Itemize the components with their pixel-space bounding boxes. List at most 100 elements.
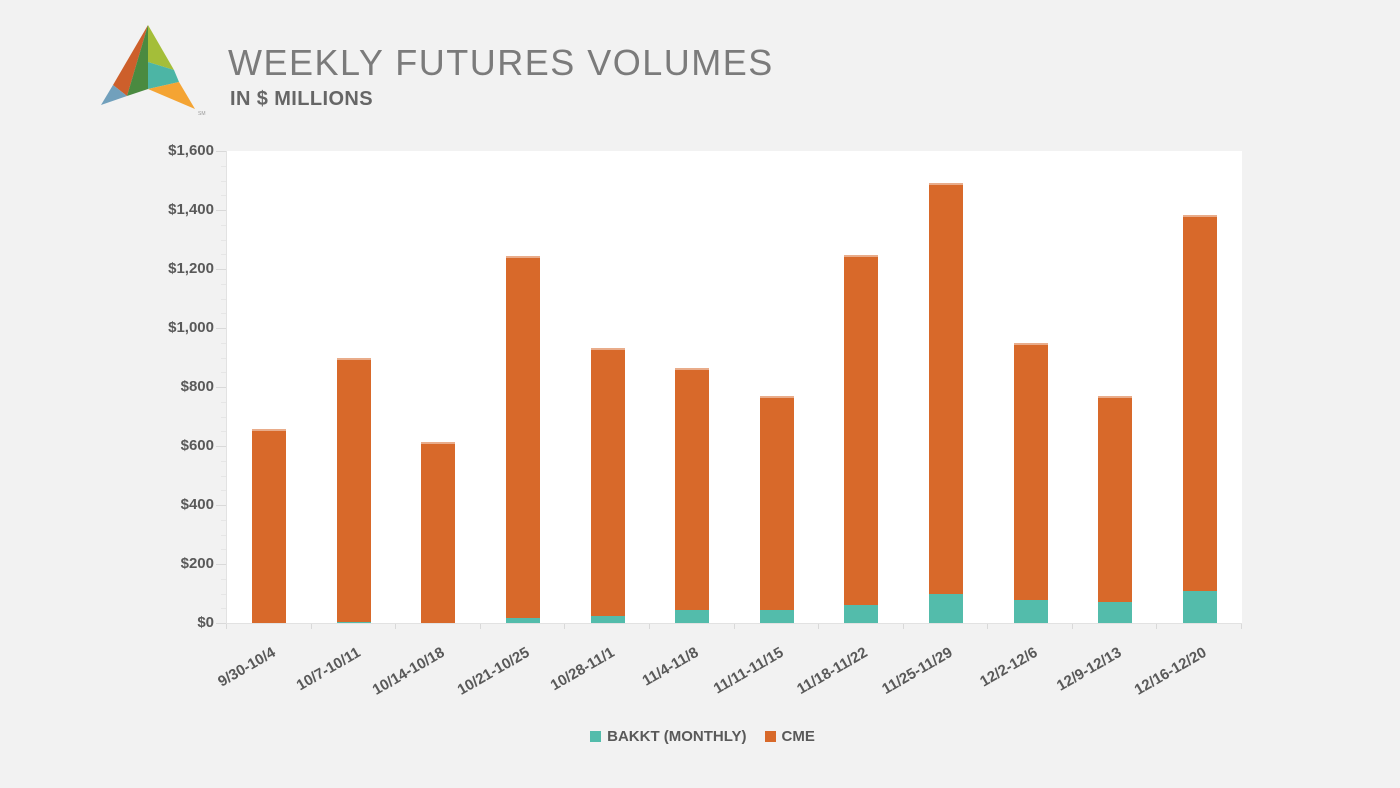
y-axis-minor-tick (221, 372, 226, 374)
x-axis-tick (310, 624, 312, 629)
legend-item: BAKKT (MONTHLY) (590, 728, 747, 745)
legend-item: CME (764, 728, 815, 745)
y-axis-minor-tick (221, 165, 226, 167)
bar-segment-cme (506, 256, 541, 618)
logo-red-facet (113, 25, 148, 96)
y-axis-minor-tick (221, 608, 226, 610)
bakkt-logo: SM (101, 25, 206, 117)
y-axis-label: $1,600 (168, 142, 214, 159)
logo-lime-facet (148, 25, 174, 70)
bar-segment-cme (1013, 343, 1048, 600)
y-axis-minor-tick (221, 224, 226, 226)
bar-segment-cme (928, 183, 963, 595)
y-axis-minor-tick (221, 519, 226, 521)
x-axis-tick (226, 624, 227, 629)
bar-stack (759, 395, 794, 623)
bar-stack (1013, 343, 1048, 623)
bar-segment-cme (1182, 215, 1217, 591)
x-axis-tick (395, 624, 397, 629)
x-axis-label: 10/28-11/1 (547, 644, 618, 695)
bar-stack (421, 441, 456, 623)
bar-segment-bakkt (1182, 590, 1217, 623)
logo-green-facet (127, 25, 148, 96)
bar-stack (675, 367, 710, 623)
bar-segment-bakkt (844, 604, 879, 623)
bar-segment-cme (421, 441, 456, 623)
x-axis-label: 11/11-11/15 (710, 644, 787, 698)
y-axis-minor-tick (221, 534, 226, 536)
legend-swatch-icon (590, 731, 602, 742)
x-axis-tick (1156, 624, 1158, 629)
bar-segment-cme (252, 428, 287, 623)
y-axis-minor-tick (221, 195, 226, 197)
bar-segment-bakkt (590, 615, 625, 623)
bar-stack (336, 358, 371, 623)
legend-item-label: CME (781, 728, 815, 745)
bar-stack (590, 348, 625, 623)
logo-orange-facet (148, 82, 195, 109)
y-axis-label: $1,400 (168, 201, 214, 218)
y-axis-minor-tick (221, 342, 226, 344)
y-axis-tick (216, 446, 226, 447)
bar-stack (1098, 396, 1133, 623)
x-axis-label: 10/21-10/25 (454, 644, 533, 699)
bar-segment-bakkt (1098, 602, 1133, 623)
bar-segment-cme (336, 358, 371, 623)
bar-segment-bakkt (759, 610, 794, 623)
x-axis-tick (479, 624, 481, 629)
x-axis-label: 12/16-12/20 (1131, 644, 1210, 699)
x-axis-label: 11/25-11/29 (879, 644, 956, 698)
logo-blue-facet (101, 85, 127, 105)
x-axis-tick (733, 624, 735, 629)
bar-segment-cme (1098, 396, 1133, 603)
bar-stack (928, 183, 963, 623)
y-axis-minor-tick (221, 431, 226, 433)
y-axis-tick (216, 623, 226, 624)
logo-sm-mark: SM (198, 111, 206, 117)
x-axis-label: 11/18-11/22 (794, 644, 871, 698)
y-axis-minor-tick (221, 357, 226, 359)
y-axis-label: $1,200 (168, 260, 214, 277)
x-axis-label: 10/14-10/18 (370, 644, 448, 699)
y-axis-label: $1,000 (168, 319, 214, 336)
y-axis-tick (216, 505, 226, 506)
y-axis-label: $400 (180, 496, 214, 513)
y-axis-minor-tick (221, 490, 226, 492)
y-axis-minor-tick (221, 298, 226, 300)
y-axis-minor-tick (221, 313, 226, 315)
y-axis-minor-tick (221, 180, 226, 182)
x-axis-label: 9/30-10/4 (215, 644, 279, 691)
page-subtitle: IN $ MILLIONS (230, 88, 373, 110)
bar-stack (844, 255, 879, 623)
x-axis-tick (1241, 624, 1242, 629)
x-axis-label: 10/7-10/11 (293, 644, 364, 695)
y-axis-label: $200 (180, 555, 214, 572)
y-axis-tick (216, 328, 226, 329)
plot-area (226, 151, 1242, 624)
bar-segment-cme (675, 367, 710, 611)
y-axis-minor-tick (221, 578, 226, 580)
y-axis-minor-tick (221, 416, 226, 418)
bar-segment-cme (590, 348, 625, 616)
x-axis-label: 12/2-12/6 (976, 644, 1041, 691)
bar-stack (506, 256, 541, 623)
x-axis-label: 11/4-11/8 (639, 644, 702, 690)
bar-segment-bakkt (675, 610, 710, 623)
y-axis-label: $600 (180, 437, 214, 454)
y-axis-label: $0 (197, 614, 214, 631)
x-axis-tick (902, 624, 904, 629)
bar-stack (252, 428, 287, 623)
y-axis-minor-tick (221, 475, 226, 477)
bar-segment-cme (759, 395, 794, 611)
legend-swatch-icon (764, 731, 776, 742)
bar-segment-bakkt (336, 622, 371, 623)
x-axis-tick (1071, 624, 1073, 629)
page-title: WEEKLY FUTURES VOLUMES (228, 42, 774, 83)
y-axis-minor-tick (221, 239, 226, 241)
y-axis-minor-tick (221, 460, 226, 462)
x-axis-tick (564, 624, 566, 629)
y-axis-tick (216, 387, 226, 388)
logo-teal-facet (148, 62, 179, 89)
y-axis-tick (216, 269, 226, 270)
